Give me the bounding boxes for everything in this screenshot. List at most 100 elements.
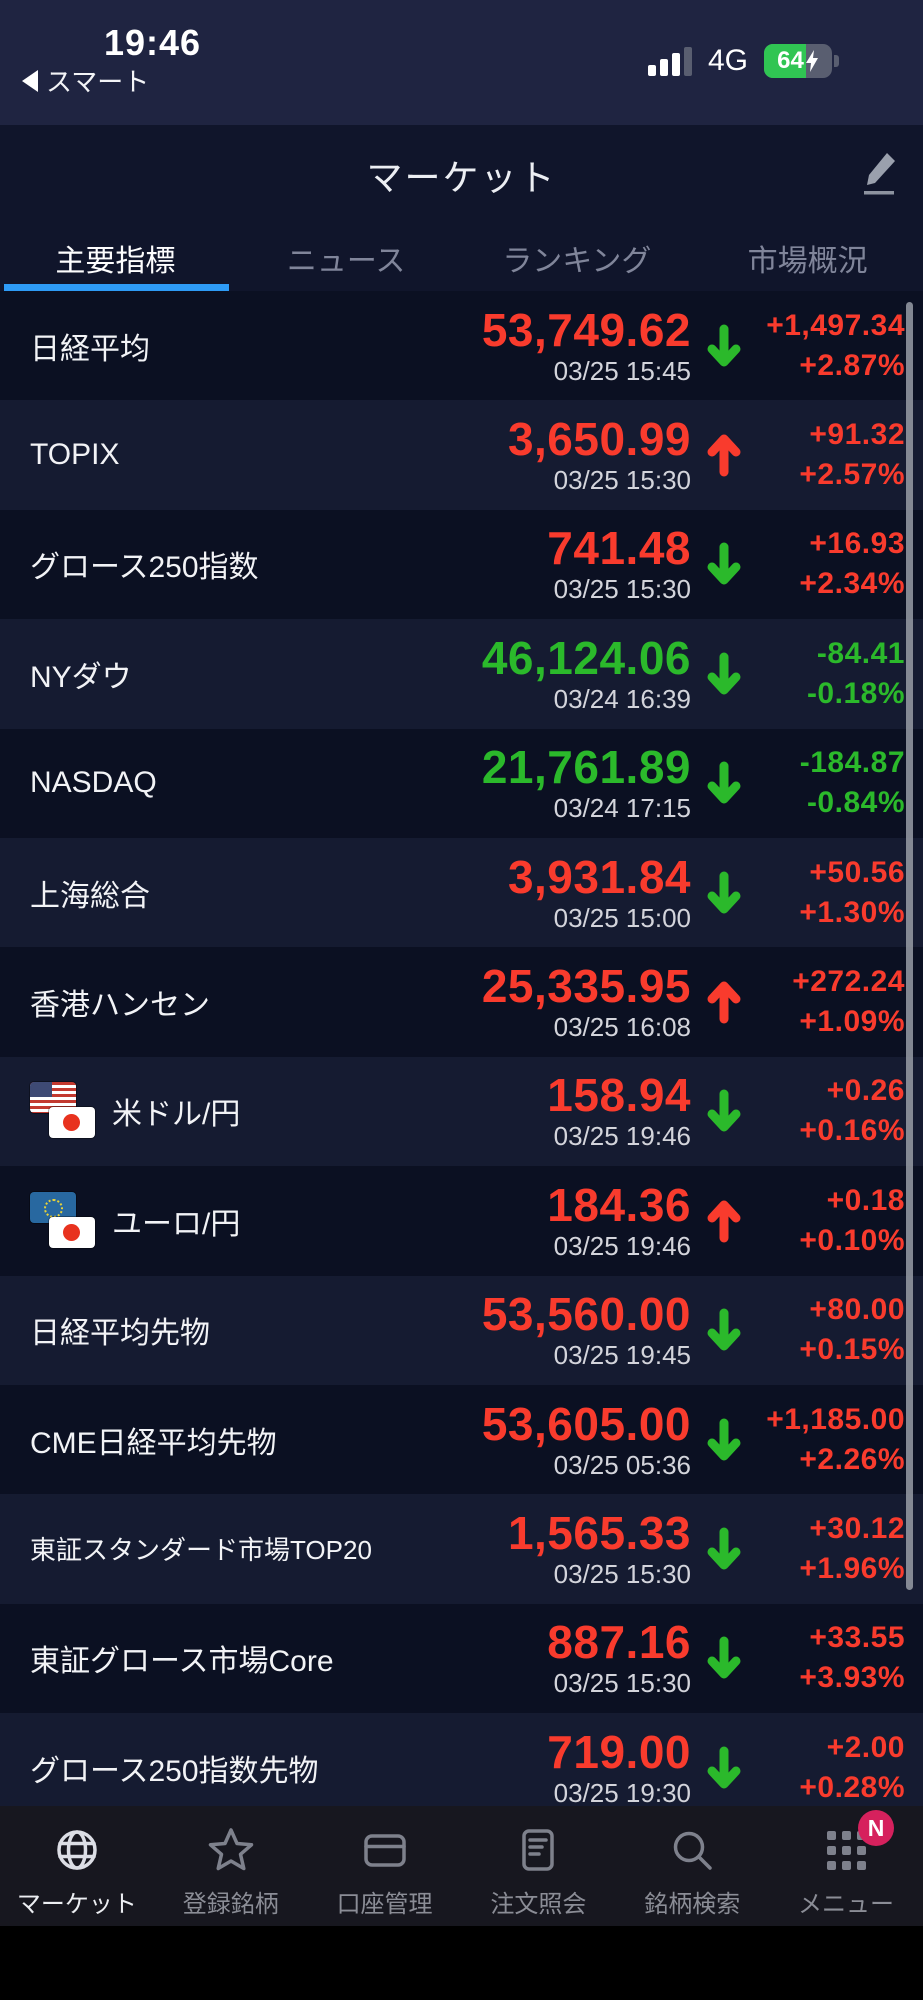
nav-watchlist[interactable]: 登録銘柄: [154, 1806, 308, 1926]
nav-account[interactable]: 口座管理: [308, 1806, 462, 1926]
nav-market[interactable]: マーケット: [0, 1806, 154, 1926]
quote-timestamp: 03/25 16:08: [553, 1012, 691, 1043]
change-value: +2.00: [826, 1730, 905, 1764]
index-name: NASDAQ: [30, 766, 157, 800]
eur-jpy-flags-icon: [30, 1191, 96, 1251]
quote-timestamp: 03/25 19:45: [553, 1340, 691, 1371]
change-value: -84.41: [816, 636, 905, 670]
search-icon: [664, 1822, 720, 1878]
nav-orders[interactable]: 注文照会: [461, 1806, 615, 1926]
arrow-down-icon: [695, 870, 753, 916]
change-percent: +1.96%: [799, 1551, 905, 1585]
change-value: +0.26: [826, 1074, 905, 1108]
index-name: 上海総合: [30, 879, 150, 913]
nav-label: メニュー: [798, 1891, 895, 1918]
nav-label: 銘柄検索: [644, 1891, 741, 1918]
index-name: ユーロ/円: [30, 1191, 547, 1251]
quote-timestamp: 03/24 16:39: [553, 683, 691, 714]
arrow-down-icon: [695, 1417, 753, 1463]
change-percent: +0.10%: [799, 1223, 905, 1257]
quote-timestamp: 03/25 19:46: [553, 1121, 691, 1152]
change-percent: +2.34%: [799, 567, 905, 601]
arrow-up-icon: [695, 432, 753, 478]
arrow-down-icon: [695, 541, 753, 587]
scrollbar[interactable]: [906, 302, 913, 1590]
quote-timestamp: 03/25 15:00: [553, 902, 691, 933]
status-indicators: 4G 64: [648, 40, 840, 82]
arrow-up-icon: [695, 979, 753, 1025]
index-row[interactable]: 東証スタンダード市場TOP20 1,565.33 03/25 15:30 +30.12…: [0, 1494, 923, 1604]
change-value: +30.12: [809, 1511, 905, 1545]
change-percent: +0.16%: [799, 1114, 905, 1148]
index-row[interactable]: CME日経平均先物 53,605.00 03/25 05:36 +1,185.00 +2…: [0, 1384, 923, 1495]
globe-icon: [49, 1822, 105, 1878]
quote-timestamp: 03/25 05:36: [553, 1449, 691, 1480]
quote-timestamp: 03/25 15:30: [553, 574, 691, 605]
change-percent: -0.84%: [806, 786, 905, 820]
index-name: 東証グロース市場Core: [30, 1645, 334, 1679]
cellular-signal-icon: [648, 46, 692, 76]
tab-main-indicators[interactable]: 主要指標: [0, 224, 231, 291]
index-row[interactable]: ユーロ/円 184.36 03/25 19:46 +0.18 +0.10%: [0, 1166, 923, 1276]
network-type-label: 4G: [708, 44, 749, 77]
quote-timestamp: 03/25 19:46: [553, 1230, 691, 1261]
tab-bar: 主要指標 ニュース ランキング 市場概況: [0, 224, 923, 291]
index-row[interactable]: グロース250指数先物 719.00 03/25 19:30 +2.00 +0.28%: [0, 1713, 923, 1806]
notification-badge: N: [858, 1810, 895, 1846]
tab-market-overview[interactable]: 市場概況: [747, 244, 868, 278]
japan-flag-icon: [49, 1216, 95, 1248]
index-row[interactable]: 米ドル/円 158.94 03/25 19:46 +0.26 +0.16%: [0, 1056, 923, 1167]
change-percent: +1.09%: [799, 1005, 905, 1039]
change-percent: -0.18%: [806, 676, 905, 710]
grid-menu-icon: N: [818, 1810, 895, 1878]
change-value: +91.32: [809, 418, 905, 452]
card-icon: [357, 1822, 413, 1878]
change-value: +272.24: [792, 965, 905, 999]
change-percent: +2.87%: [799, 348, 905, 382]
nav-label: 登録銘柄: [182, 1891, 279, 1918]
index-row[interactable]: グロース250指数 741.48 03/25 15:30 +16.93 +2.34%: [0, 509, 923, 620]
index-price: 53,605.00: [481, 1397, 691, 1450]
nav-menu[interactable]: N メニュー: [769, 1806, 923, 1926]
tab-ranking[interactable]: ランキング: [502, 244, 652, 278]
usd-jpy-flags-icon: [30, 1081, 96, 1141]
arrow-down-icon: [695, 651, 753, 697]
quote-timestamp: 03/24 17:15: [553, 793, 691, 824]
index-list[interactable]: 日経平均 53,749.62 03/25 15:45 +1,497.34 +2.87% T…: [0, 291, 923, 1806]
quote-timestamp: 03/25 19:30: [553, 1777, 691, 1806]
index-name: NYダウ: [30, 660, 132, 694]
tab-news[interactable]: ニュース: [286, 244, 406, 278]
arrow-down-icon: [695, 1088, 753, 1134]
arrow-down-icon: [695, 323, 753, 369]
index-row[interactable]: 日経平均 53,749.62 03/25 15:45 +1,497.34 +2.87%: [0, 291, 923, 401]
index-price: 184.36: [547, 1178, 691, 1231]
index-price: 46,124.06: [481, 631, 691, 684]
index-row[interactable]: 日経平均先物 53,560.00 03/25 19:45 +80.00 +0.15%: [0, 1275, 923, 1385]
index-price: 3,650.99: [507, 413, 691, 466]
change-value: +50.56: [809, 855, 905, 889]
index-row[interactable]: 上海総合 3,931.84 03/25 15:00 +50.56 +1.30%: [0, 837, 923, 948]
change-value: +1,185.00: [766, 1402, 905, 1436]
edit-button[interactable]: [859, 151, 899, 197]
index-name: 日経平均先物: [30, 1317, 210, 1351]
change-percent: +3.93%: [799, 1661, 905, 1695]
clock: 19:46: [104, 22, 202, 63]
index-price: 741.48: [547, 522, 691, 575]
arrow-up-icon: [695, 1198, 753, 1244]
index-row[interactable]: TOPIX 3,650.99 03/25 15:30 +91.32 +2.57%: [0, 400, 923, 510]
index-row[interactable]: 香港ハンセン 25,335.95 03/25 16:08 +272.24 +1.09%: [0, 947, 923, 1057]
index-price: 25,335.95: [481, 960, 691, 1013]
nav-label: 口座管理: [336, 1891, 433, 1918]
japan-flag-icon: [49, 1107, 95, 1139]
index-row[interactable]: 東証グロース市場Core 887.16 03/25 15:30 +33.55 +3.93…: [0, 1603, 923, 1714]
battery-percent: 64: [777, 47, 804, 74]
index-price: 21,761.89: [481, 741, 691, 794]
index-row[interactable]: NASDAQ 21,761.89 03/24 17:15 -184.87 -0.84%: [0, 728, 923, 838]
back-to-app-button[interactable]: スマート: [22, 62, 149, 99]
index-name: CME日経平均先物: [30, 1426, 277, 1460]
index-row[interactable]: NYダウ 46,124.06 03/24 16:39 -84.41 -0.18%: [0, 619, 923, 729]
arrow-down-icon: [695, 760, 753, 806]
nav-symbol-search[interactable]: 銘柄検索: [615, 1806, 769, 1926]
star-icon: [203, 1822, 259, 1878]
